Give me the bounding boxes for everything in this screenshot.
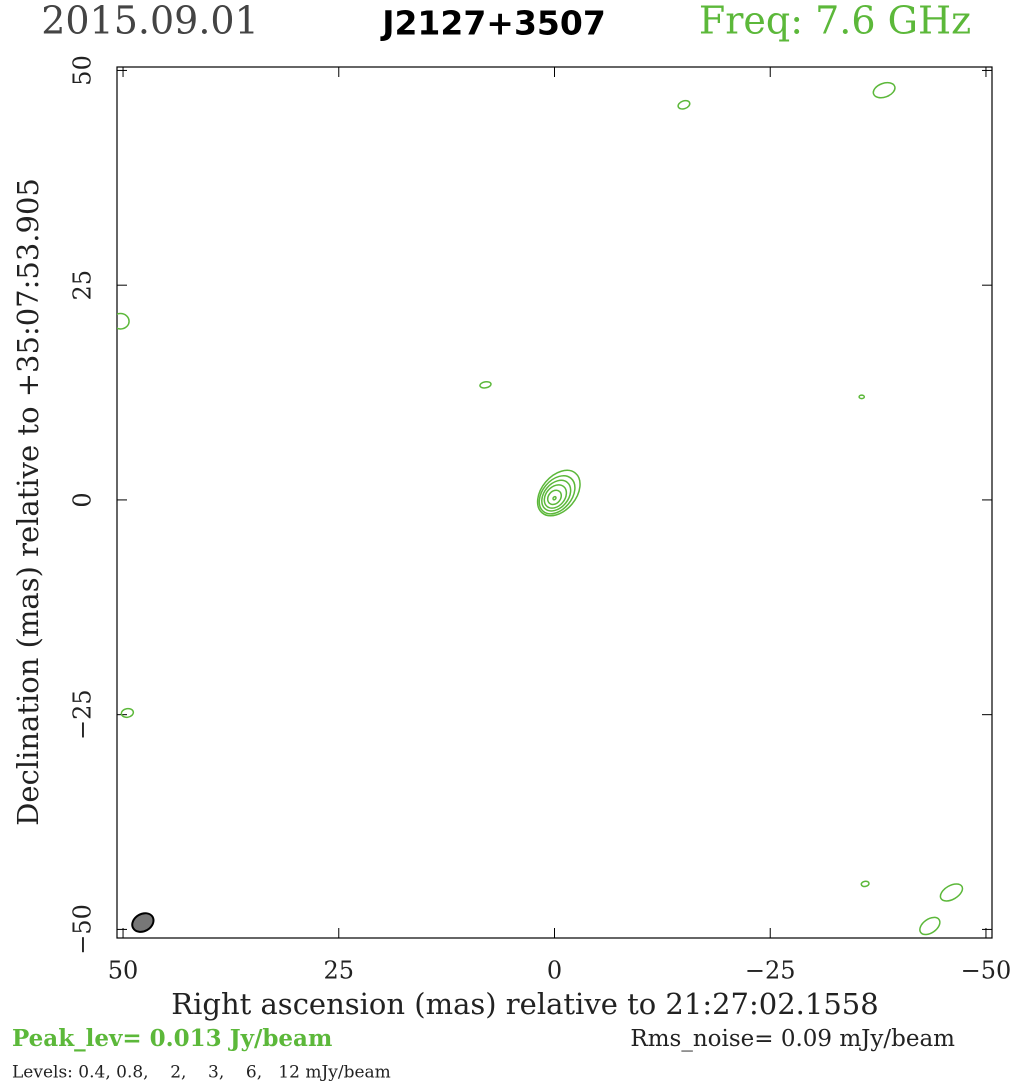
x-tick-label: 50: [108, 957, 139, 985]
contour: [546, 489, 563, 506]
y-axis-label: Declination (mas) relative to +35:07:53.…: [11, 178, 45, 826]
x-tick-label: 25: [323, 957, 354, 985]
peak-level: Peak_lev= 0.013 Jy/beam: [12, 1025, 332, 1052]
x-tick-label: 0: [547, 957, 562, 985]
y-tick-label: 25: [69, 270, 97, 301]
contour: [860, 880, 870, 888]
frequency: Freq: 7.6 GHz: [699, 0, 971, 43]
contour: [872, 81, 896, 99]
contour: [117, 312, 130, 330]
y-tick-label: 50: [69, 55, 97, 86]
contour: [858, 394, 866, 400]
contour: [919, 916, 941, 936]
contour: [552, 495, 557, 501]
plot-frame: [116, 66, 993, 939]
x-tick-label: −25: [745, 957, 796, 985]
contour: [536, 469, 581, 517]
beam: [131, 912, 155, 933]
rms-noise: Rms_noise= 0.09 mJy/beam: [630, 1026, 955, 1052]
y-tick-label: −25: [69, 689, 97, 740]
date: 2015.09.01: [41, 0, 259, 43]
y-tick-label: 0: [69, 492, 97, 507]
levels: Levels: 0.4, 0.8, 2, 3, 6, 12 mJy/beam: [12, 1063, 391, 1083]
contour: [677, 99, 691, 110]
contour: [541, 479, 572, 512]
contour: [543, 484, 568, 509]
contour: [939, 883, 964, 902]
contour: [479, 380, 492, 389]
x-axis-label: Right ascension (mas) relative to 21:27:…: [171, 987, 878, 1021]
y-tick-label: −50: [69, 904, 97, 955]
contour: [538, 475, 576, 515]
chart-title: J2127+3507: [380, 4, 606, 43]
x-tick-label: −50: [961, 957, 1012, 985]
contour: [120, 707, 135, 719]
